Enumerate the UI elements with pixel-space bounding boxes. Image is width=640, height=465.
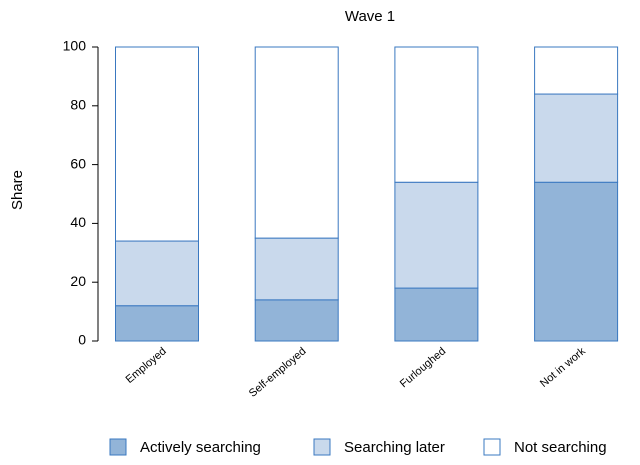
bar-segment — [254, 46, 339, 239]
bar-segment — [254, 299, 339, 342]
bar-segment — [115, 46, 199, 242]
legend-swatch — [483, 438, 501, 456]
y-tick-label: 60 — [70, 155, 86, 171]
y-tick-label: 80 — [70, 97, 86, 113]
legend-swatch — [109, 438, 127, 456]
bar-segment — [394, 287, 479, 342]
x-tick-label: Not in work — [538, 345, 588, 390]
bar-segment — [394, 181, 479, 289]
y-tick-label: 40 — [70, 214, 86, 230]
y-axis-label: Share — [9, 170, 26, 210]
y-tick-label: 20 — [70, 273, 86, 289]
bar-segment — [534, 181, 619, 342]
bar-segment — [254, 237, 339, 301]
legend-label: Searching later — [344, 439, 445, 456]
chart-title: Wave 1 — [345, 8, 395, 25]
bar-segment — [394, 46, 479, 183]
bar-segment — [115, 240, 199, 307]
x-tick-label: Self-employed — [247, 345, 309, 399]
y-tick-label: 100 — [63, 38, 87, 54]
legend-label: Actively searching — [140, 439, 261, 456]
y-tick-label: 0 — [78, 332, 86, 348]
x-tick-label: Furloughed — [398, 345, 448, 390]
bar-segment — [534, 93, 619, 183]
x-tick-label: Employed — [124, 345, 169, 386]
bar-segment — [534, 46, 619, 95]
bar-segment — [115, 305, 199, 342]
legend-swatch — [313, 438, 331, 456]
legend-label: Not searching — [514, 439, 607, 456]
